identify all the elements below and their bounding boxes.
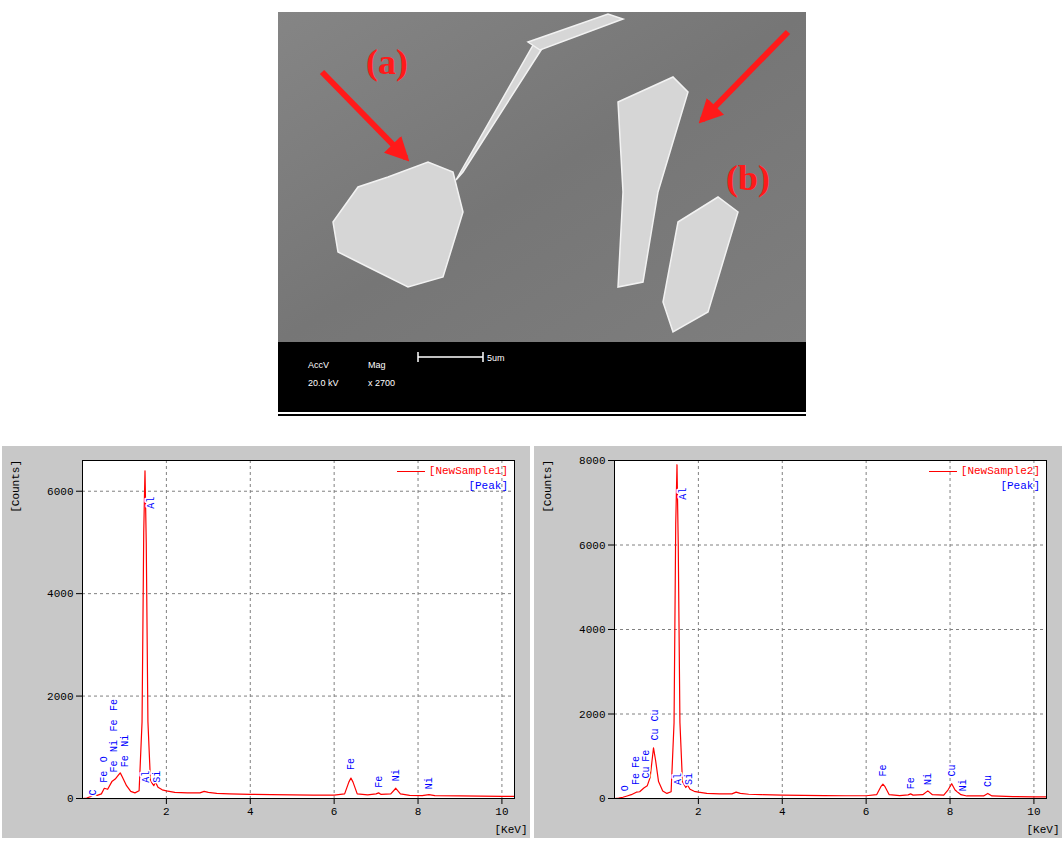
svg-text:10: 10 <box>1027 806 1040 818</box>
svg-text:[KeV]: [KeV] <box>1026 824 1059 836</box>
html-text:[NewSample1]: [NewSample1] <box>428 465 508 477</box>
html-text:[Counts]: [Counts] <box>542 460 554 513</box>
svg-text:Fe: Fe <box>374 776 385 788</box>
svg-text:x 2700: x 2700 <box>368 378 395 388</box>
svg-text:Mag: Mag <box>368 360 386 370</box>
svg-text:8: 8 <box>947 806 954 818</box>
svg-text:2000: 2000 <box>47 691 73 703</box>
svg-text:Ni: Ni <box>923 773 934 785</box>
svg-text:Al: Al <box>141 771 152 783</box>
svg-text:Si: Si <box>152 771 163 783</box>
svg-text:Al: Al <box>146 497 157 509</box>
svg-text:6000: 6000 <box>579 540 605 552</box>
svg-text:Fe: Fe <box>906 777 917 789</box>
svg-text:Cu: Cu <box>650 729 661 741</box>
svg-text:AccV: AccV <box>308 360 329 370</box>
svg-text:Fe: Fe <box>99 771 110 783</box>
svg-text:Fe: Fe <box>878 764 889 776</box>
svg-text:2: 2 <box>163 806 170 818</box>
svg-text:Fe: Fe <box>109 699 120 711</box>
svg-text:O: O <box>620 785 631 791</box>
svg-text:Fe: Fe <box>346 758 357 770</box>
svg-text:5um: 5um <box>487 353 505 363</box>
html-text:[NewSample2]: [NewSample2] <box>960 465 1040 477</box>
svg-text:4000: 4000 <box>47 588 73 600</box>
svg-text:0: 0 <box>599 793 606 805</box>
svg-text:Fe: Fe <box>631 756 642 768</box>
svg-text:Fe: Fe <box>109 760 120 772</box>
svg-text:8: 8 <box>415 806 422 818</box>
svg-text:Ni: Ni <box>391 769 402 781</box>
svg-text:Cu: Cu <box>983 775 994 787</box>
svg-text:Fe: Fe <box>120 755 131 767</box>
svg-text:Ni: Ni <box>958 779 969 791</box>
svg-text:4: 4 <box>779 806 786 818</box>
svg-text:0: 0 <box>67 793 74 805</box>
svg-text:Fe: Fe <box>641 750 652 762</box>
svg-text:Cu: Cu <box>641 767 652 779</box>
html-text:[Counts]: [Counts] <box>10 460 22 513</box>
svg-text:2000: 2000 <box>579 709 605 721</box>
svg-text:[KeV]: [KeV] <box>494 824 527 836</box>
svg-text:20.0 kV: 20.0 kV <box>308 378 339 388</box>
svg-text:6000: 6000 <box>47 486 73 498</box>
svg-text:10: 10 <box>495 806 508 818</box>
svg-text:Cu: Cu <box>650 710 661 722</box>
svg-text:Al: Al <box>678 488 689 500</box>
svg-text:8000: 8000 <box>579 455 605 467</box>
svg-text:Al: Al <box>673 773 684 785</box>
svg-text:C: C <box>88 789 99 795</box>
html-text:[Peak]: [Peak] <box>468 480 508 492</box>
svg-text:Si: Si <box>684 773 695 785</box>
svg-text:Fe: Fe <box>631 773 642 785</box>
svg-text:Cu: Cu <box>947 764 958 776</box>
svg-text:6: 6 <box>863 806 870 818</box>
svg-text:Ni: Ni <box>109 740 120 752</box>
svg-text:4: 4 <box>247 806 254 818</box>
svg-text:6: 6 <box>331 806 338 818</box>
svg-text:Fe: Fe <box>109 719 120 731</box>
svg-text:O: O <box>99 756 110 762</box>
svg-text:Ni: Ni <box>424 777 435 789</box>
svg-text:(a): (a) <box>366 42 408 82</box>
html-text:[Peak]: [Peak] <box>1000 480 1040 492</box>
svg-text:4000: 4000 <box>579 624 605 636</box>
svg-text:(b): (b) <box>726 158 770 198</box>
svg-text:Ni: Ni <box>120 735 131 747</box>
svg-text:2: 2 <box>695 806 702 818</box>
